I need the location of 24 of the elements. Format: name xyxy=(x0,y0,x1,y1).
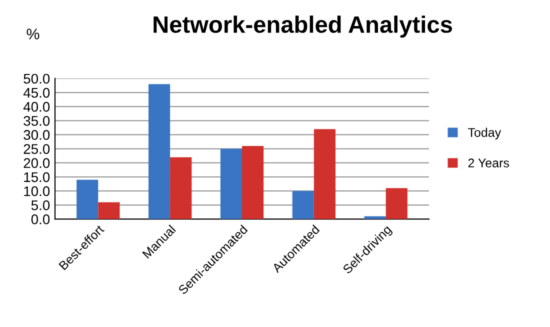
chart-title: Network-enabled Analytics xyxy=(154,16,452,38)
y-axis-title: % xyxy=(26,28,40,40)
legend-label: 2 Years xyxy=(468,158,509,168)
bar xyxy=(292,190,314,220)
y-tick-label: 25.0 xyxy=(24,144,50,154)
bar xyxy=(386,188,408,220)
bar xyxy=(220,148,242,220)
y-tick-label: 50.0 xyxy=(24,74,50,84)
y-tick-label: 40.0 xyxy=(23,102,50,112)
bar xyxy=(98,202,120,220)
bar xyxy=(314,129,336,220)
y-tick-label: 45.0 xyxy=(23,88,50,98)
bar xyxy=(148,84,170,220)
y-tick-label: 0.0 xyxy=(31,214,50,224)
y-tick-label: 30.0 xyxy=(24,130,50,140)
legend-label: Today xyxy=(468,128,502,140)
y-tick-label: 10.0 xyxy=(24,186,50,196)
bar xyxy=(242,146,264,220)
y-tick-label: 5.0 xyxy=(31,200,50,210)
y-tick-label: 15.0 xyxy=(24,172,50,182)
bar xyxy=(170,157,192,220)
y-tick-label: 20.0 xyxy=(24,158,50,168)
y-tick-label: 35.0 xyxy=(24,116,50,126)
bar xyxy=(76,180,98,220)
